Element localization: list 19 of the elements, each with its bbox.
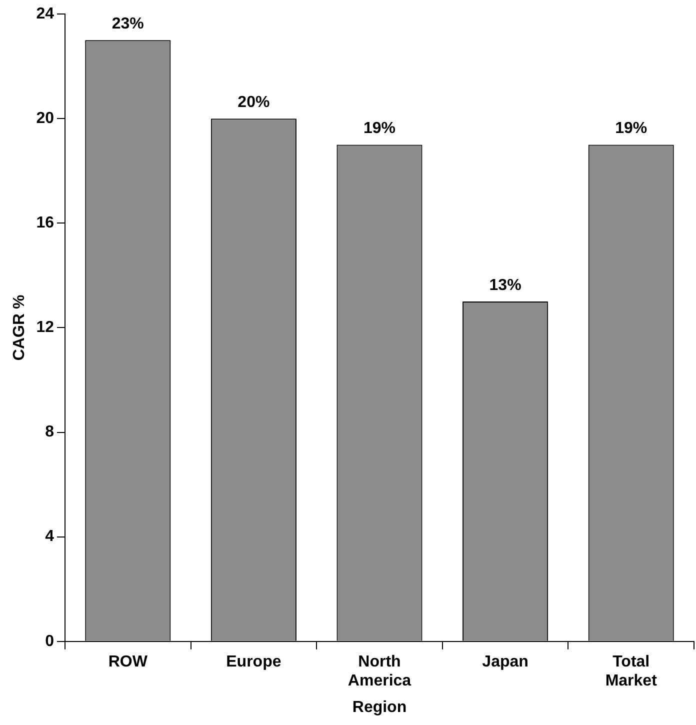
- data-label: 13%: [489, 276, 522, 294]
- data-label: 19%: [615, 120, 648, 138]
- y-tick-label: 24: [36, 5, 54, 22]
- x-tick-label: Japan: [482, 653, 528, 670]
- y-axis-title: CAGR %: [11, 294, 28, 361]
- y-tick-label: 20: [36, 110, 54, 127]
- x-tick-label: North America: [348, 653, 412, 690]
- x-tick-label: Europe: [226, 653, 282, 670]
- x-tick-label: ROW: [108, 653, 148, 670]
- y-tick-label: 8: [45, 424, 54, 441]
- data-label: 23%: [112, 16, 144, 33]
- y-tick-label: 4: [45, 528, 54, 546]
- y-tick-label: 16: [36, 214, 54, 232]
- y-tick-label: 12: [36, 319, 54, 336]
- x-axis-title: Region: [352, 698, 407, 716]
- data-label: 19%: [363, 120, 396, 138]
- x-tick-label: Total Market: [605, 653, 658, 690]
- data-label: 20%: [238, 94, 270, 111]
- y-tick-label: 0: [45, 632, 54, 650]
